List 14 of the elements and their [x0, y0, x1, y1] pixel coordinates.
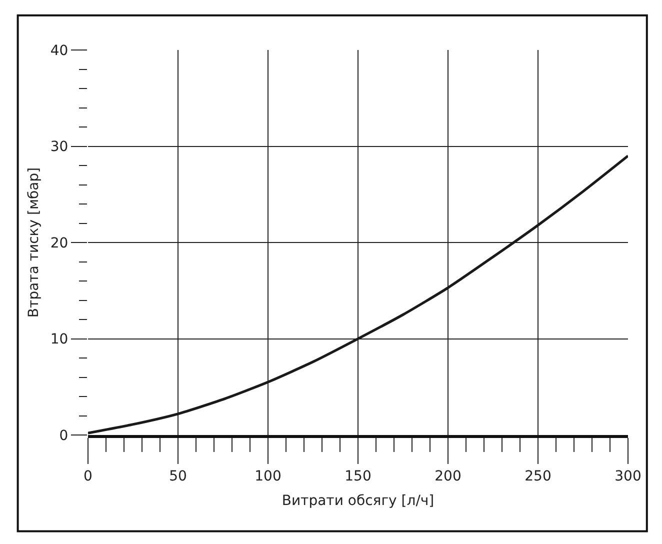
x-tick-label: 100 — [254, 468, 282, 485]
x-tick-label: 0 — [84, 468, 92, 485]
y-tick-label: 20 — [50, 235, 68, 252]
y-tick-label: 40 — [50, 42, 68, 59]
y-tick-label: 30 — [50, 139, 68, 156]
x-tick-label: 200 — [434, 468, 462, 485]
y-axis-title: Втрата тиску [мбар] — [26, 167, 42, 318]
x-axis-title: Витрати обсягу [л/ч] — [282, 492, 434, 509]
x-tick-label: 150 — [344, 468, 372, 485]
x-tick-label: 50 — [169, 468, 187, 485]
y-tick-label: 0 — [59, 428, 68, 444]
x-tick-label: 250 — [524, 468, 552, 485]
x-tick-label: 300 — [614, 468, 642, 485]
y-tick-label: 10 — [50, 332, 68, 348]
